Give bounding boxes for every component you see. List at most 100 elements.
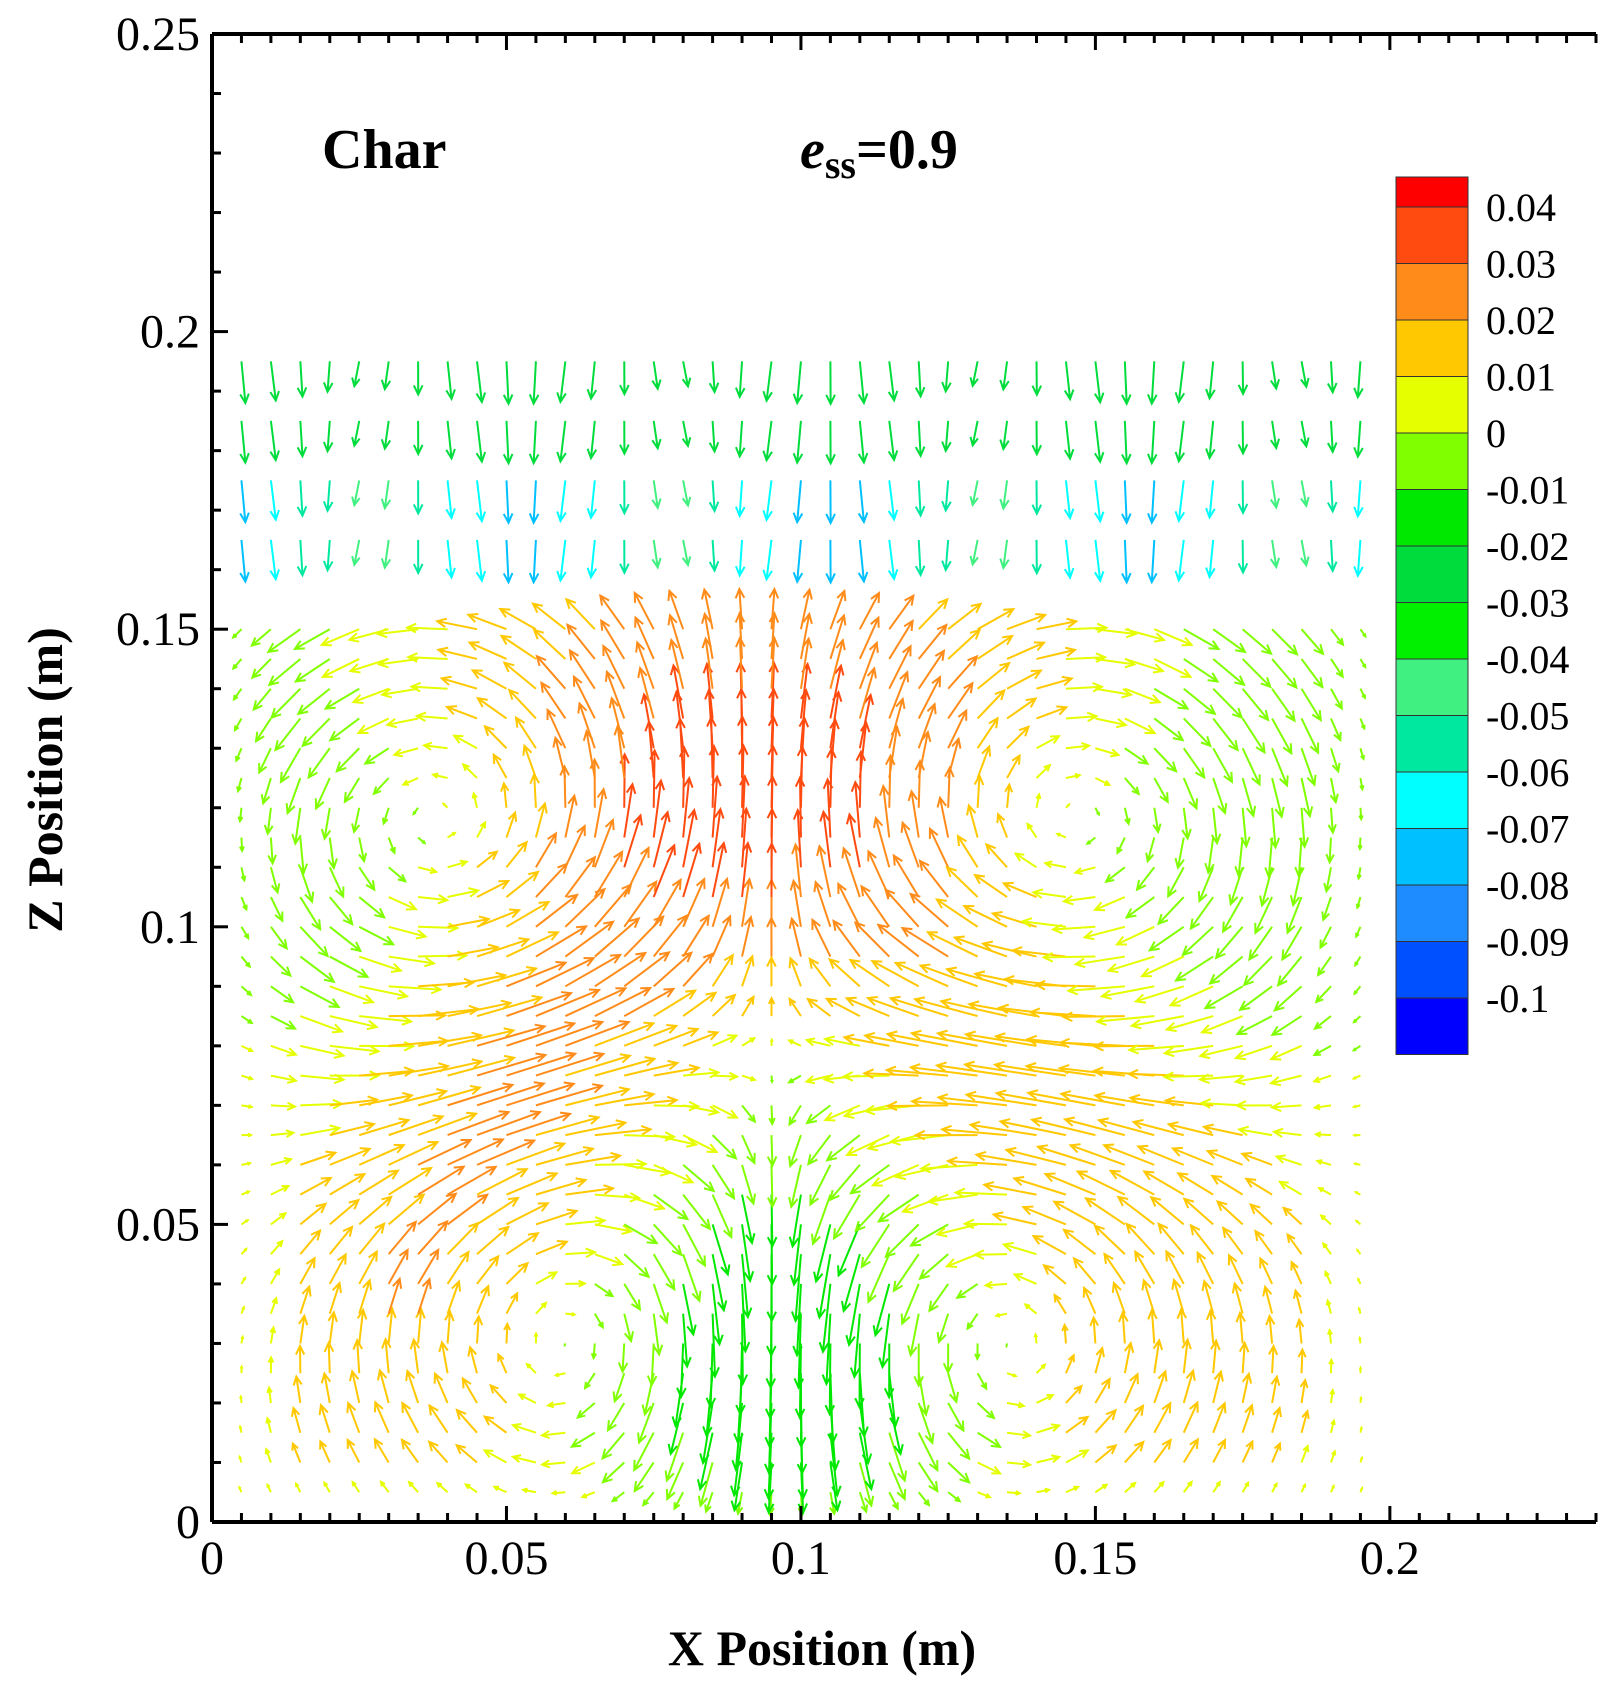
- velocity-arrowhead: [1114, 935, 1127, 946]
- velocity-arrowhead: [792, 1345, 803, 1358]
- velocity-arrowhead: [936, 795, 947, 808]
- velocity-arrowhead: [734, 586, 746, 599]
- velocity-arrowhead: [827, 1433, 838, 1446]
- velocity-arrowhead: [1314, 994, 1324, 1004]
- velocity-arrowhead: [412, 811, 417, 816]
- velocity-arrowhead: [766, 1345, 777, 1358]
- velocity-arrowhead: [540, 1301, 548, 1309]
- velocity-arrowhead: [1237, 562, 1249, 575]
- velocity-arrow: [738, 361, 744, 397]
- velocity-arrowhead: [618, 1020, 631, 1030]
- velocity-arrowhead: [604, 817, 615, 831]
- colorbar-label: -0.01: [1486, 468, 1569, 513]
- velocity-arrow: [467, 613, 507, 631]
- velocity-arrowhead: [1101, 1483, 1109, 1490]
- velocity-arrow: [858, 668, 876, 719]
- velocity-arrow: [299, 420, 304, 457]
- velocity-arrow: [453, 734, 478, 750]
- velocity-arrow: [636, 642, 655, 690]
- velocity-arrowhead: [1058, 1037, 1070, 1049]
- velocity-arrow: [947, 655, 978, 690]
- velocity-arrow: [1183, 687, 1216, 715]
- velocity-arrowhead: [980, 1382, 988, 1391]
- colorbar-label: -0.07: [1486, 807, 1569, 852]
- velocity-arrow: [1166, 1015, 1214, 1031]
- velocity-arrow: [682, 1283, 695, 1335]
- velocity-arrow: [565, 1021, 630, 1047]
- velocity-arrow: [1123, 1342, 1132, 1374]
- velocity-arrowhead: [941, 381, 952, 394]
- velocity-arrow: [535, 832, 557, 868]
- velocity-arrow: [602, 1461, 625, 1483]
- velocity-arrowhead: [1147, 572, 1158, 585]
- velocity-arrowhead: [1161, 1401, 1172, 1414]
- velocity-arrow: [584, 1372, 596, 1389]
- velocity-arrow: [505, 420, 510, 464]
- velocity-arrowhead: [502, 661, 515, 673]
- velocity-arrow: [652, 1313, 661, 1355]
- velocity-arrowhead: [653, 1200, 667, 1211]
- velocity-arrow: [711, 1313, 716, 1377]
- velocity-arrow: [497, 1354, 508, 1374]
- velocity-arrowhead: [747, 1114, 757, 1124]
- velocity-arrowhead: [1118, 1310, 1129, 1323]
- velocity-arrowhead: [269, 509, 280, 522]
- velocity-arrow: [446, 361, 453, 399]
- velocity-arrow: [329, 896, 353, 925]
- velocity-arrowhead: [603, 1184, 616, 1195]
- velocity-arrowhead: [455, 1408, 467, 1420]
- velocity-arrowhead: [1329, 793, 1339, 805]
- velocity-arrowhead: [1216, 1401, 1227, 1414]
- velocity-arrowhead: [592, 1083, 605, 1094]
- velocity-arrow: [858, 420, 865, 463]
- velocity-arrowhead: [966, 803, 977, 816]
- velocity-arrow: [240, 480, 247, 523]
- velocity-arrow: [325, 687, 360, 710]
- velocity-arrow: [888, 726, 899, 779]
- velocity-arrowhead: [445, 508, 456, 521]
- velocity-arrow: [1045, 1173, 1096, 1196]
- velocity-arrow: [971, 480, 979, 506]
- velocity-arrowhead: [708, 560, 720, 573]
- velocity-arrowhead: [1274, 1154, 1286, 1164]
- velocity-arrow: [798, 1343, 802, 1418]
- velocity-arrowhead: [1312, 1103, 1321, 1111]
- velocity-arrowhead: [1050, 1423, 1062, 1432]
- velocity-arrowhead: [1022, 1459, 1033, 1469]
- velocity-arrowhead: [280, 966, 292, 978]
- restitution-symbol: e: [800, 119, 825, 181]
- velocity-arrow: [711, 420, 716, 452]
- velocity-arrowhead: [575, 1177, 588, 1188]
- velocity-arrow: [675, 691, 685, 749]
- velocity-arrow: [985, 843, 1008, 868]
- velocity-arrowhead: [1055, 832, 1061, 837]
- velocity-arrow: [1180, 1309, 1185, 1344]
- velocity-arrowhead: [311, 919, 322, 932]
- velocity-arrow: [1006, 1401, 1024, 1407]
- velocity-arrowhead: [401, 1015, 414, 1026]
- velocity-arrow: [1241, 628, 1272, 655]
- velocity-arrowhead: [735, 1404, 746, 1417]
- velocity-arrowhead: [1312, 1076, 1321, 1084]
- velocity-arrowhead: [1031, 1234, 1044, 1245]
- velocity-arrow: [280, 747, 302, 783]
- velocity-arrowhead: [821, 1374, 833, 1387]
- velocity-arrow: [590, 480, 596, 518]
- velocity-arrow: [1183, 658, 1219, 683]
- velocity-arrow: [1259, 1258, 1273, 1285]
- velocity-arrow: [994, 1063, 1067, 1077]
- velocity-arrowhead: [323, 972, 336, 984]
- velocity-arrowhead: [478, 915, 491, 926]
- velocity-arrow: [417, 866, 437, 873]
- velocity-arrow: [977, 635, 1013, 660]
- velocity-arrowhead: [333, 1048, 346, 1059]
- velocity-arrowhead: [996, 1003, 1010, 1015]
- velocity-arrow: [652, 361, 659, 389]
- velocity-arrowhead: [619, 1053, 632, 1064]
- velocity-arrowhead: [612, 1391, 623, 1404]
- velocity-arrowhead: [373, 1437, 384, 1449]
- velocity-arrowhead: [351, 377, 361, 389]
- velocity-arrowhead: [666, 1095, 679, 1107]
- velocity-arrowhead: [673, 1502, 681, 1511]
- velocity-arrow: [633, 1461, 655, 1492]
